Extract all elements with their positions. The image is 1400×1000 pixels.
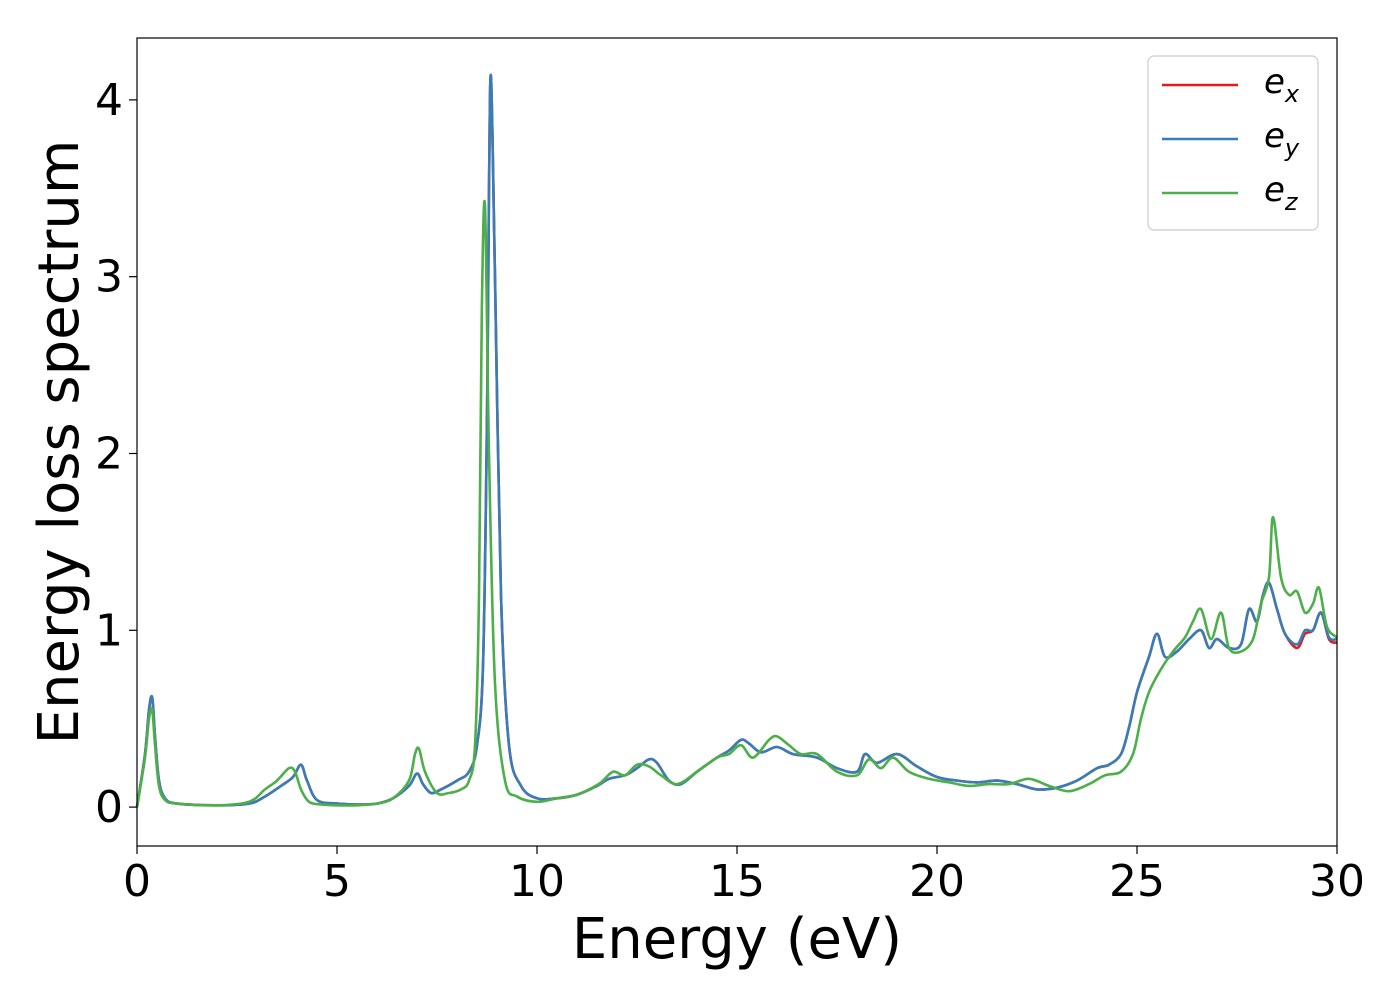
plot-background [137, 38, 1337, 846]
y-axis: 0 1 2 3 4 [95, 75, 137, 833]
x-tick-label: 0 [123, 856, 151, 907]
legend: ex ey ez [1147, 55, 1319, 231]
x-tick-label: 25 [1109, 856, 1165, 907]
x-tick-label: 5 [323, 856, 351, 907]
y-tick-label: 3 [95, 252, 123, 303]
x-tick-label: 15 [709, 856, 765, 907]
x-tick-label: 30 [1309, 856, 1365, 907]
x-tick-label: 20 [909, 856, 965, 907]
series-layer [135, 73, 1338, 808]
x-axis: 0 5 10 15 20 25 30 [123, 846, 1365, 907]
legend-label-e-x: ex [1264, 62, 1300, 108]
x-axis-label: Energy (eV) [572, 907, 902, 972]
series-line-e-z [135, 199, 1338, 808]
legend-box [1147, 55, 1319, 231]
legend-label-e-z: ez [1264, 170, 1299, 216]
y-axis-label: Energy loss spectrum [27, 140, 92, 745]
y-tick-label: 0 [95, 782, 123, 833]
y-tick-label: 4 [95, 75, 123, 126]
y-tick-label: 2 [95, 428, 123, 479]
legend-label-e-y: ey [1264, 116, 1300, 162]
y-tick-label: 1 [95, 605, 123, 656]
x-tick-label: 10 [509, 856, 565, 907]
